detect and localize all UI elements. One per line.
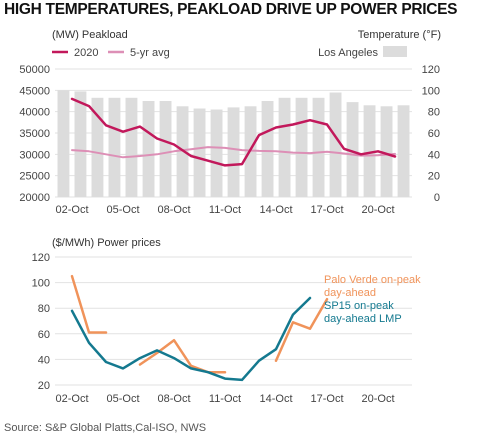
temperature-bar [74, 91, 87, 197]
sp15-series-label: SP15 on-peak day-ahead LMP [324, 300, 402, 325]
temperature-bar [142, 101, 155, 197]
top-right-tick-label: 80 [428, 107, 440, 119]
top-right-tick-label: 60 [428, 128, 440, 140]
palo-verde-label-line-1: Palo Verde on-peak [324, 274, 421, 286]
top-left-tick-label: 20000 [19, 192, 50, 204]
legend-2020-label: 2020 [74, 47, 98, 59]
top-right-tick-labels: 120 100 80 60 40 20 0 [422, 64, 440, 204]
palo-verde-line-segment-2 [274, 297, 329, 362]
legend-5yr-label: 5-yr avg [130, 47, 170, 59]
top-right-tick-label: 0 [434, 192, 440, 204]
bottom-y-tick-label: 80 [38, 303, 50, 315]
temperature-bar [210, 109, 223, 197]
temperature-bar [329, 92, 342, 197]
bottom-x-tick-label: 14-Oct [259, 393, 292, 405]
top-x-tick-label: 02-Oct [55, 204, 88, 216]
chart-title: HIGH TEMPERATURES, PEAKLOAD DRIVE UP POW… [4, 1, 458, 18]
bottom-x-tick-label: 05-Oct [106, 393, 139, 405]
temperature-bar [261, 101, 274, 197]
temperature-bar [363, 105, 376, 197]
top-x-tick-label: 08-Oct [157, 204, 190, 216]
palo-verde-label-line-2: day-ahead [324, 287, 376, 299]
peakload-2020-line-segment-0 [70, 97, 397, 167]
peakload-5yr-line-segment-0 [71, 146, 396, 159]
temperature-bar [346, 102, 359, 197]
top-right-tick-label: 100 [422, 85, 440, 97]
bottom-x-tick-label: 08-Oct [157, 393, 190, 405]
temperature-bar [159, 101, 172, 197]
temperature-bar [312, 97, 325, 197]
sp15-line-segment-0 [70, 296, 312, 382]
legend-los-angeles-swatch [383, 46, 407, 57]
bottom-axis-label: ($/MWh) Power prices [52, 237, 161, 249]
bottom-y-tick-label: 20 [38, 380, 50, 392]
top-x-tick-label: 14-Oct [259, 204, 292, 216]
top-left-tick-label: 25000 [19, 171, 50, 183]
top-x-tick-label: 05-Oct [106, 204, 139, 216]
palo-verde-line-segment-0 [70, 274, 108, 334]
top-right-axis-label: Temperature (°F) [358, 29, 441, 41]
legend-los-angeles-label: Los Angeles [318, 47, 378, 59]
bottom-y-tick-labels: 120 100 80 60 40 20 [32, 252, 50, 392]
source-note: Source: S&P Global Platts,Cal-ISO, NWS [4, 422, 207, 434]
palo-verde-series-label: Palo Verde on-peak day-ahead [324, 274, 421, 299]
temperature-bar [193, 108, 206, 197]
bottom-x-tick-labels: 02-Oct 05-Oct 08-Oct 11-Oct 14-Oct 17-Oct 20-O… [55, 393, 394, 405]
top-left-tick-label: 40000 [19, 107, 50, 119]
bottom-x-tick-label: 11-Oct [209, 393, 241, 405]
bottom-y-tick-label: 60 [38, 329, 50, 341]
temperature-bar [125, 97, 138, 197]
temperature-bar [278, 97, 291, 197]
bottom-y-tick-label: 40 [38, 354, 50, 366]
temperature-bar [397, 105, 410, 197]
top-right-tick-label: 20 [428, 171, 440, 183]
top-left-tick-label: 30000 [19, 149, 50, 161]
top-left-tick-labels: 50000 45000 40000 35000 30000 25000 20000 [19, 64, 50, 204]
top-left-tick-label: 45000 [19, 85, 50, 97]
temperature-bars [57, 90, 410, 197]
bottom-y-tick-label: 100 [32, 278, 50, 290]
sp15-label-line-2: day-ahead LMP [324, 313, 402, 325]
top-left-tick-label: 35000 [19, 128, 50, 140]
top-left-axis-label: (MW) Peakload [52, 29, 128, 41]
peakload-lines [70, 97, 397, 167]
temperature-bar [227, 107, 240, 197]
temperature-bar [91, 97, 104, 197]
top-right-tick-label: 120 [422, 64, 440, 76]
top-x-tick-label: 17-Oct [310, 204, 343, 216]
bottom-x-tick-label: 02-Oct [55, 393, 88, 405]
top-x-tick-label: 20-Oct [361, 204, 394, 216]
bottom-y-tick-label: 120 [32, 252, 50, 264]
temperature-bar [295, 97, 308, 197]
bottom-x-tick-label: 20-Oct [361, 393, 394, 405]
palo-verde-line-segment-1 [138, 338, 227, 374]
bottom-x-tick-label: 17-Oct [310, 393, 343, 405]
top-left-tick-label: 50000 [19, 64, 50, 76]
temperature-bar [108, 97, 121, 197]
price-lines [70, 274, 329, 382]
bottom-gridlines [55, 256, 412, 386]
top-x-tick-labels: 02-Oct 05-Oct 08-Oct 11-Oct 14-Oct 17-Oct 20-O… [55, 204, 394, 216]
top-right-tick-label: 40 [428, 149, 440, 161]
temperature-bar [380, 106, 393, 197]
temperature-bar [57, 90, 70, 197]
sp15-label-line-1: SP15 on-peak [324, 300, 394, 312]
top-x-tick-label: 11-Oct [209, 204, 241, 216]
